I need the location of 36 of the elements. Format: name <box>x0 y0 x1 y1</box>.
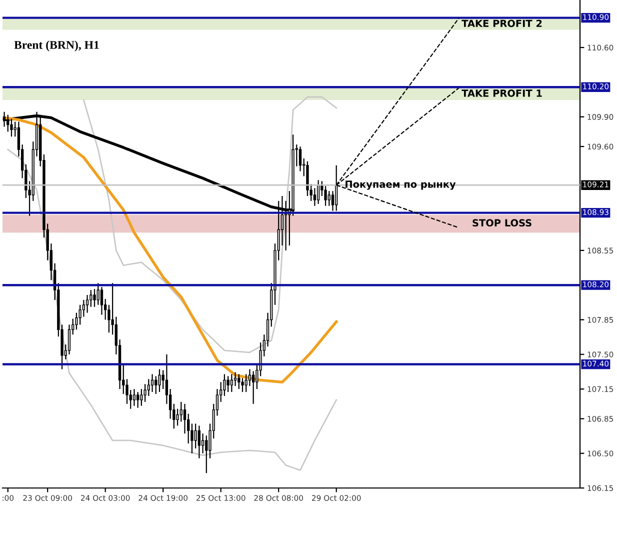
candlestick <box>78 304 82 326</box>
candlestick <box>86 294 89 314</box>
candlestick <box>201 433 204 454</box>
candlestick <box>298 146 302 172</box>
candlestick <box>194 423 197 449</box>
candlestick <box>96 282 100 306</box>
candlestick <box>248 368 252 387</box>
candlestick <box>226 376 230 393</box>
candlestick <box>82 299 86 318</box>
candlestick <box>154 376 158 395</box>
candlestick <box>10 118 13 138</box>
candlestick <box>158 368 161 393</box>
annotation: Покупаем по рынку <box>346 180 456 190</box>
candlestick <box>238 374 240 390</box>
candlestick <box>183 403 186 434</box>
candlestick <box>132 388 136 406</box>
candlestick <box>150 374 154 393</box>
candlestick <box>198 425 201 459</box>
band-label: STOP LOSS <box>472 219 532 227</box>
candlestick <box>230 374 234 393</box>
candlestick <box>234 372 237 387</box>
band-label: TAKE PROFIT 1 <box>462 90 542 97</box>
candlestick <box>93 288 96 308</box>
candlestick <box>252 370 255 404</box>
candlestick <box>313 188 316 206</box>
candlestick <box>100 286 104 316</box>
band-label: TAKE PROFIT 2 <box>462 20 542 28</box>
candlestick <box>140 388 143 406</box>
text: Brent (BRN), H1 <box>14 40 99 52</box>
candlestick <box>136 391 140 408</box>
candlestick <box>68 324 71 355</box>
line-series <box>2 116 338 384</box>
candlestick <box>241 378 244 393</box>
candlestick <box>328 190 330 206</box>
candlestick <box>331 190 334 212</box>
candlestick <box>180 401 182 422</box>
